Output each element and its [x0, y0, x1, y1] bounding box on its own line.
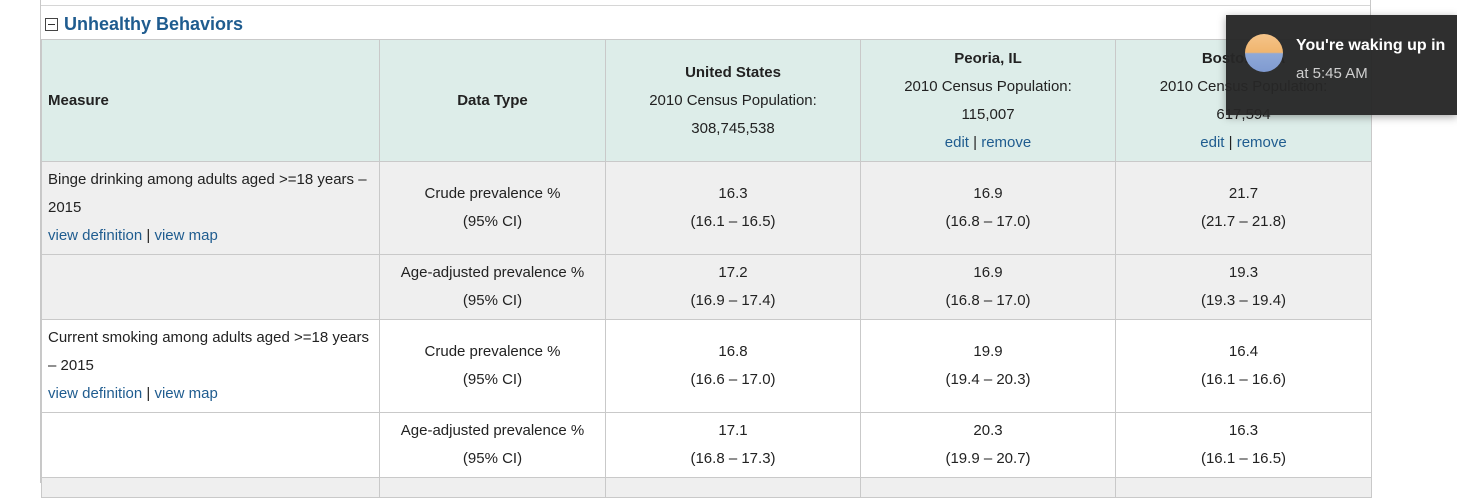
data-type-cell: Age-adjusted prevalence % (95% CI): [379, 254, 606, 320]
confidence-interval: (16.1 – 16.5): [690, 213, 776, 230]
value: 16.4: [1228, 343, 1259, 360]
measure-text: Binge drinking among adults aged >=18 ye…: [48, 171, 367, 216]
value-cell: 20.3 (19.9 – 20.7): [860, 412, 1116, 478]
ci-label: (95% CI): [462, 371, 523, 388]
data-type-text: Crude prevalence %: [424, 343, 561, 360]
confidence-interval: (16.1 – 16.5): [1200, 450, 1287, 467]
edit-location-link[interactable]: edit: [944, 133, 969, 151]
value-cell: 21.7 (21.7 – 21.8): [1115, 161, 1372, 255]
link-separator: |: [1228, 133, 1233, 151]
value: 16.8: [718, 343, 748, 360]
table-row: Binge drinking among adults aged >=18 ye…: [41, 161, 1372, 255]
ci-label: (95% CI): [462, 213, 523, 230]
value: 21.7: [1228, 185, 1259, 202]
value-cell: 17.2 (16.9 – 17.4): [605, 254, 861, 320]
table-row: [41, 477, 1372, 498]
section-title[interactable]: Unhealthy Behaviors: [64, 13, 244, 34]
notification-title: You're waking up in: [1296, 37, 1446, 54]
view-map-link[interactable]: view map: [154, 385, 218, 402]
value-cell: 16.4 (16.1 – 16.6): [1115, 319, 1372, 413]
measure-text: Current smoking among adults aged >=18 y…: [48, 329, 370, 374]
section-panel: Unhealthy Behaviors Measure Data Type Un…: [40, 0, 1372, 498]
value-cell: 19.9 (19.4 – 20.3): [860, 319, 1116, 413]
confidence-interval: (16.8 – 17.3): [690, 450, 776, 467]
data-type-text: Crude prevalence %: [424, 185, 561, 202]
notification-toast[interactable]: You're waking up in at 5:45 AM: [1226, 15, 1457, 115]
view-map-link[interactable]: view map: [154, 227, 218, 244]
location-name: United States: [685, 63, 781, 81]
panel-divider: [41, 5, 1370, 6]
value-cell: 16.9 (16.8 – 17.0): [860, 161, 1116, 255]
location-header-united-states: United States 2010 Census Population: 30…: [605, 39, 861, 162]
remove-location-link[interactable]: remove: [981, 133, 1032, 151]
table-row: Age-adjusted prevalence % (95% CI) 17.2 …: [41, 254, 1372, 320]
remove-location-link[interactable]: remove: [1236, 133, 1287, 151]
table-row: Age-adjusted prevalence % (95% CI) 17.1 …: [41, 412, 1372, 478]
location-header-peoria: Peoria, IL 2010 Census Population: 115,0…: [860, 39, 1116, 162]
confidence-interval: (21.7 – 21.8): [1200, 213, 1287, 230]
confidence-interval: (16.8 – 17.0): [945, 213, 1031, 230]
data-type-text: Age-adjusted prevalence %: [400, 264, 585, 281]
view-definition-link[interactable]: view definition: [48, 385, 143, 402]
measure-cell: [41, 254, 380, 320]
section-header[interactable]: Unhealthy Behaviors: [45, 12, 243, 36]
data-table: Measure Data Type United States 2010 Cen…: [41, 39, 1372, 498]
confidence-interval: (16.8 – 17.0): [945, 292, 1031, 309]
ci-label: (95% CI): [462, 292, 523, 309]
measure-cell: [41, 412, 380, 478]
value: 19.3: [1228, 264, 1259, 281]
edit-location-link[interactable]: edit: [1200, 133, 1225, 151]
location-name: Peoria, IL: [954, 49, 1022, 67]
value: 19.9: [973, 343, 1003, 360]
confidence-interval: (19.9 – 20.7): [945, 450, 1031, 467]
collapse-icon[interactable]: [45, 17, 58, 31]
sunrise-avatar-icon: [1245, 34, 1283, 72]
value: 16.3: [1228, 422, 1259, 439]
link-separator: |: [146, 227, 151, 244]
value-cell: 16.8 (16.6 – 17.0): [605, 319, 861, 413]
view-definition-link[interactable]: view definition: [48, 227, 143, 244]
data-type-cell: Crude prevalence % (95% CI): [379, 319, 606, 413]
value: 16.9: [973, 185, 1003, 202]
link-separator: |: [973, 133, 978, 151]
population-value: 308,745,538: [691, 119, 775, 137]
population-value: 115,007: [961, 105, 1015, 123]
value-cell: 17.1 (16.8 – 17.3): [605, 412, 861, 478]
value: 17.1: [718, 422, 748, 439]
population-label: 2010 Census Population:: [904, 77, 1072, 95]
measure-cell: Binge drinking among adults aged >=18 ye…: [41, 161, 380, 255]
value-cell: 16.3 (16.1 – 16.5): [1115, 412, 1372, 478]
confidence-interval: (16.9 – 17.4): [690, 292, 776, 309]
ci-label: (95% CI): [462, 450, 523, 467]
confidence-interval: (19.3 – 19.4): [1200, 292, 1287, 309]
table-row: Current smoking among adults aged >=18 y…: [41, 319, 1372, 413]
value-cell: 16.9 (16.8 – 17.0): [860, 254, 1116, 320]
measure-cell: Current smoking among adults aged >=18 y…: [41, 319, 380, 413]
population-label: 2010 Census Population:: [649, 91, 817, 109]
confidence-interval: (19.4 – 20.3): [945, 371, 1031, 388]
data-type-text: Age-adjusted prevalence %: [400, 422, 585, 439]
value: 16.9: [973, 264, 1003, 281]
value-cell: 16.3 (16.1 – 16.5): [605, 161, 861, 255]
data-type-cell: Age-adjusted prevalence % (95% CI): [379, 412, 606, 478]
notification-subtitle: at 5:45 AM: [1296, 65, 1368, 82]
link-separator: |: [146, 385, 151, 402]
measure-header: Measure: [41, 39, 380, 162]
confidence-interval: (16.6 – 17.0): [690, 371, 776, 388]
confidence-interval: (16.1 – 16.6): [1200, 371, 1287, 388]
data-type-cell: Crude prevalence % (95% CI): [379, 161, 606, 255]
value: 20.3: [973, 422, 1003, 439]
header-row: Measure Data Type United States 2010 Cen…: [41, 39, 1372, 162]
data-type-header: Data Type: [379, 39, 606, 162]
value-cell: 19.3 (19.3 – 19.4): [1115, 254, 1372, 320]
value: 16.3: [718, 185, 748, 202]
value: 17.2: [718, 264, 748, 281]
